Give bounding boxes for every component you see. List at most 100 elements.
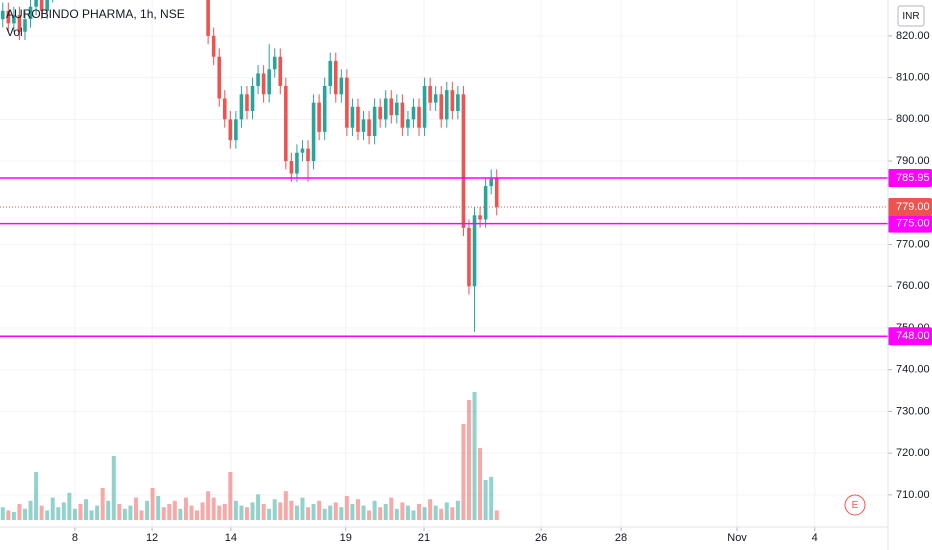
x-tick-label: 4: [812, 532, 818, 544]
candle-body: [239, 94, 244, 120]
currency-box[interactable]: [897, 5, 925, 27]
volume-bar: [378, 507, 383, 520]
volume-bar: [67, 492, 72, 520]
currency-label[interactable]: INR: [902, 11, 919, 22]
volume-bar: [156, 496, 161, 520]
volume-bar: [289, 500, 294, 520]
candle-body: [478, 215, 482, 220]
volume-bar: [233, 500, 238, 520]
volume-bar: [472, 392, 477, 520]
grid-layer: [0, 0, 888, 527]
price-level-tag: [888, 214, 932, 233]
candle-body: [494, 177, 499, 207]
candle-body: [350, 106, 355, 128]
event-marker[interactable]: [844, 494, 866, 516]
candle-body: [289, 161, 294, 174]
volume-bar: [428, 499, 433, 520]
candle-body: [450, 90, 455, 111]
volume-bar: [278, 502, 283, 520]
candle-body: [433, 94, 438, 103]
y-tick-label: 790.00: [896, 155, 930, 167]
volume-bar: [72, 508, 77, 520]
volume-bar: [405, 505, 410, 520]
volume-bar: [0, 507, 5, 520]
candle-body: [467, 227, 471, 287]
volume-bar: [450, 507, 455, 520]
volume-bar: [100, 488, 105, 520]
candle-body: [6, 10, 11, 24]
candle-body: [284, 85, 288, 162]
volume-bar: [206, 491, 211, 520]
volume-bar: [328, 505, 333, 520]
volume-bar: [355, 499, 360, 520]
candle-body: [306, 148, 310, 162]
volume-bar: [34, 472, 39, 520]
chart-title: AUROBINDO PHARMA, 1h, NSE: [6, 7, 185, 21]
volume-bar: [145, 500, 150, 520]
volume-bar: [122, 508, 127, 520]
volume-bar: [161, 507, 166, 520]
candle-body: [400, 102, 405, 128]
volume-bar: [417, 504, 422, 520]
volume-bar: [172, 500, 177, 520]
volume-bar: [411, 510, 416, 520]
volume-bar: [139, 510, 144, 520]
event-marker-label[interactable]: E: [852, 500, 859, 511]
volume-bar: [339, 507, 344, 520]
volume-bar: [389, 497, 394, 520]
plot-area: [0, 0, 499, 520]
volume-bar: [78, 504, 83, 520]
candle-body: [333, 60, 338, 95]
candle-body: [0, 10, 5, 20]
y-tick-label: 820.00: [896, 30, 930, 42]
volume-bar: [106, 500, 111, 520]
volume-bar: [400, 502, 405, 520]
y-tick-label: 810.00: [896, 72, 930, 84]
volume-bar: [89, 510, 94, 520]
candle-body: [211, 35, 216, 57]
candle-body: [361, 119, 366, 132]
x-tick-label: 8: [72, 532, 78, 544]
candle-body: [267, 69, 271, 95]
volume-bar: [439, 508, 444, 520]
x-tick-label: 19: [340, 532, 352, 544]
candle-body: [356, 106, 360, 132]
x-tick-label: 26: [535, 532, 547, 544]
x-tick-label: 28: [615, 532, 627, 544]
candle-body: [489, 177, 493, 187]
candle-body: [345, 77, 349, 128]
volume-bar: [350, 504, 355, 520]
candle-body: [311, 102, 316, 162]
price-level-tag: [888, 327, 932, 346]
volume-bar: [433, 505, 438, 520]
candle-body: [228, 119, 233, 141]
candle-body: [250, 85, 255, 111]
volume-bar: [11, 512, 16, 520]
volume-bar: [39, 505, 44, 520]
candle-body: [45, 0, 49, 11]
y-tick-label: 770.00: [896, 238, 930, 250]
volume-bar: [311, 504, 316, 520]
candle-body: [317, 102, 321, 132]
volume-bar: [383, 504, 388, 520]
volume-bar: [422, 507, 427, 520]
volume-bar: [461, 424, 466, 520]
candle-body: [367, 119, 371, 137]
candle-body: [217, 56, 222, 99]
volume-bar: [211, 497, 216, 520]
volume-bar: [444, 502, 449, 520]
volume-bar: [28, 500, 33, 520]
candle-body: [395, 102, 399, 116]
y-tick-label: 800.00: [896, 113, 930, 125]
volume-bar: [300, 497, 305, 520]
x-tick-label: 21: [418, 532, 430, 544]
price-level-label: 748.00: [896, 330, 930, 342]
volume-label: Vol: [6, 25, 23, 39]
volume-bar: [167, 504, 172, 520]
volume-bar: [239, 505, 244, 520]
x-tick-label: Nov: [727, 532, 747, 544]
candle-body: [483, 186, 488, 220]
y-tick-label: 710.00: [896, 489, 930, 501]
candle-body: [278, 56, 283, 86]
